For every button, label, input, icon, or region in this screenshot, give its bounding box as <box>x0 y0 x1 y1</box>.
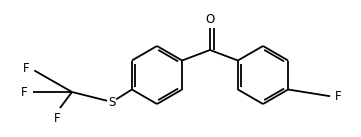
Text: F: F <box>23 62 30 75</box>
Text: F: F <box>54 112 60 125</box>
Text: F: F <box>335 91 342 103</box>
Text: F: F <box>21 85 28 99</box>
Text: S: S <box>108 95 116 109</box>
Text: O: O <box>205 13 215 26</box>
